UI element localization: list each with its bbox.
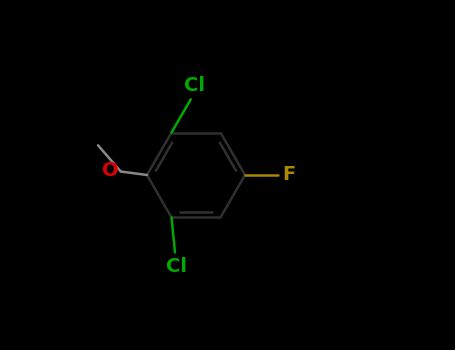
Text: F: F — [282, 166, 295, 184]
Text: Cl: Cl — [184, 76, 205, 95]
Text: O: O — [102, 161, 119, 180]
Text: Cl: Cl — [166, 257, 187, 276]
